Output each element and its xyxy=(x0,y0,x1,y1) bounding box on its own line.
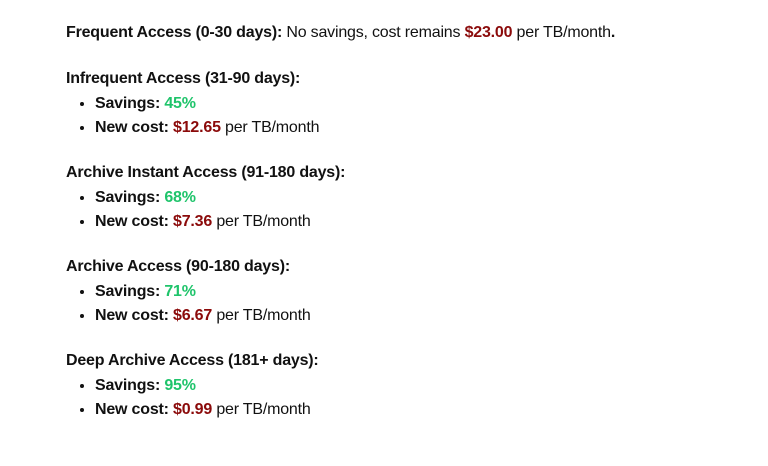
tier-heading: Frequent Access (0-30 days): xyxy=(66,24,283,41)
tier-details-list: Savings: 45% New cost: $12.65 per TB/mon… xyxy=(66,92,319,139)
savings-label: Savings: xyxy=(95,95,161,112)
tier-details-list: Savings: 68% New cost: $7.36 per TB/mont… xyxy=(66,186,311,233)
savings-value: 68% xyxy=(164,189,196,206)
period: . xyxy=(610,24,616,41)
tier-heading: Archive Access (90-180 days): xyxy=(66,258,290,275)
cost-value: $12.65 xyxy=(173,118,221,136)
savings-item: Savings: 95% xyxy=(95,374,311,398)
savings-value: 71% xyxy=(164,283,196,300)
savings-label: Savings: xyxy=(95,189,161,206)
new-cost-item: New cost: $12.65 per TB/month xyxy=(95,116,319,140)
frequent-access-line: Frequent Access (0-30 days): No savings,… xyxy=(66,24,615,42)
cost-unit: per TB/month xyxy=(216,400,311,418)
new-cost-label: New cost: xyxy=(95,400,169,418)
tier-heading: Archive Instant Access (91-180 days): xyxy=(66,164,346,181)
cost-value: $0.99 xyxy=(173,400,213,418)
savings-item: Savings: 45% xyxy=(95,92,319,116)
cost-unit: per TB/month xyxy=(216,212,311,230)
savings-item: Savings: 71% xyxy=(95,280,311,304)
cost-value: $6.67 xyxy=(173,306,213,324)
new-cost-item: New cost: $6.67 per TB/month xyxy=(95,304,311,328)
cost-unit: per TB/month xyxy=(225,118,320,136)
new-cost-label: New cost: xyxy=(95,306,169,324)
tier-details-list: Savings: 71% New cost: $6.67 per TB/mont… xyxy=(66,280,311,327)
new-cost-label: New cost: xyxy=(95,118,169,136)
frequent-text: No savings, cost remains xyxy=(282,24,465,41)
tier-details-list: Savings: 95% New cost: $0.99 per TB/mont… xyxy=(66,374,311,421)
savings-value: 95% xyxy=(164,377,196,394)
savings-label: Savings: xyxy=(95,377,161,394)
tier-heading: Infrequent Access (31-90 days): xyxy=(66,70,301,87)
savings-label: Savings: xyxy=(95,283,161,300)
cost-value: $7.36 xyxy=(173,212,213,230)
savings-item: Savings: 68% xyxy=(95,186,311,210)
tier-heading: Deep Archive Access (181+ days): xyxy=(66,352,319,369)
new-cost-label: New cost: xyxy=(95,212,169,230)
cost-value: $23.00 xyxy=(464,24,513,41)
cost-unit: per TB/month xyxy=(216,306,311,324)
savings-value: 45% xyxy=(164,95,196,112)
cost-unit: per TB/month xyxy=(512,24,611,41)
new-cost-item: New cost: $0.99 per TB/month xyxy=(95,398,311,422)
new-cost-item: New cost: $7.36 per TB/month xyxy=(95,210,311,234)
